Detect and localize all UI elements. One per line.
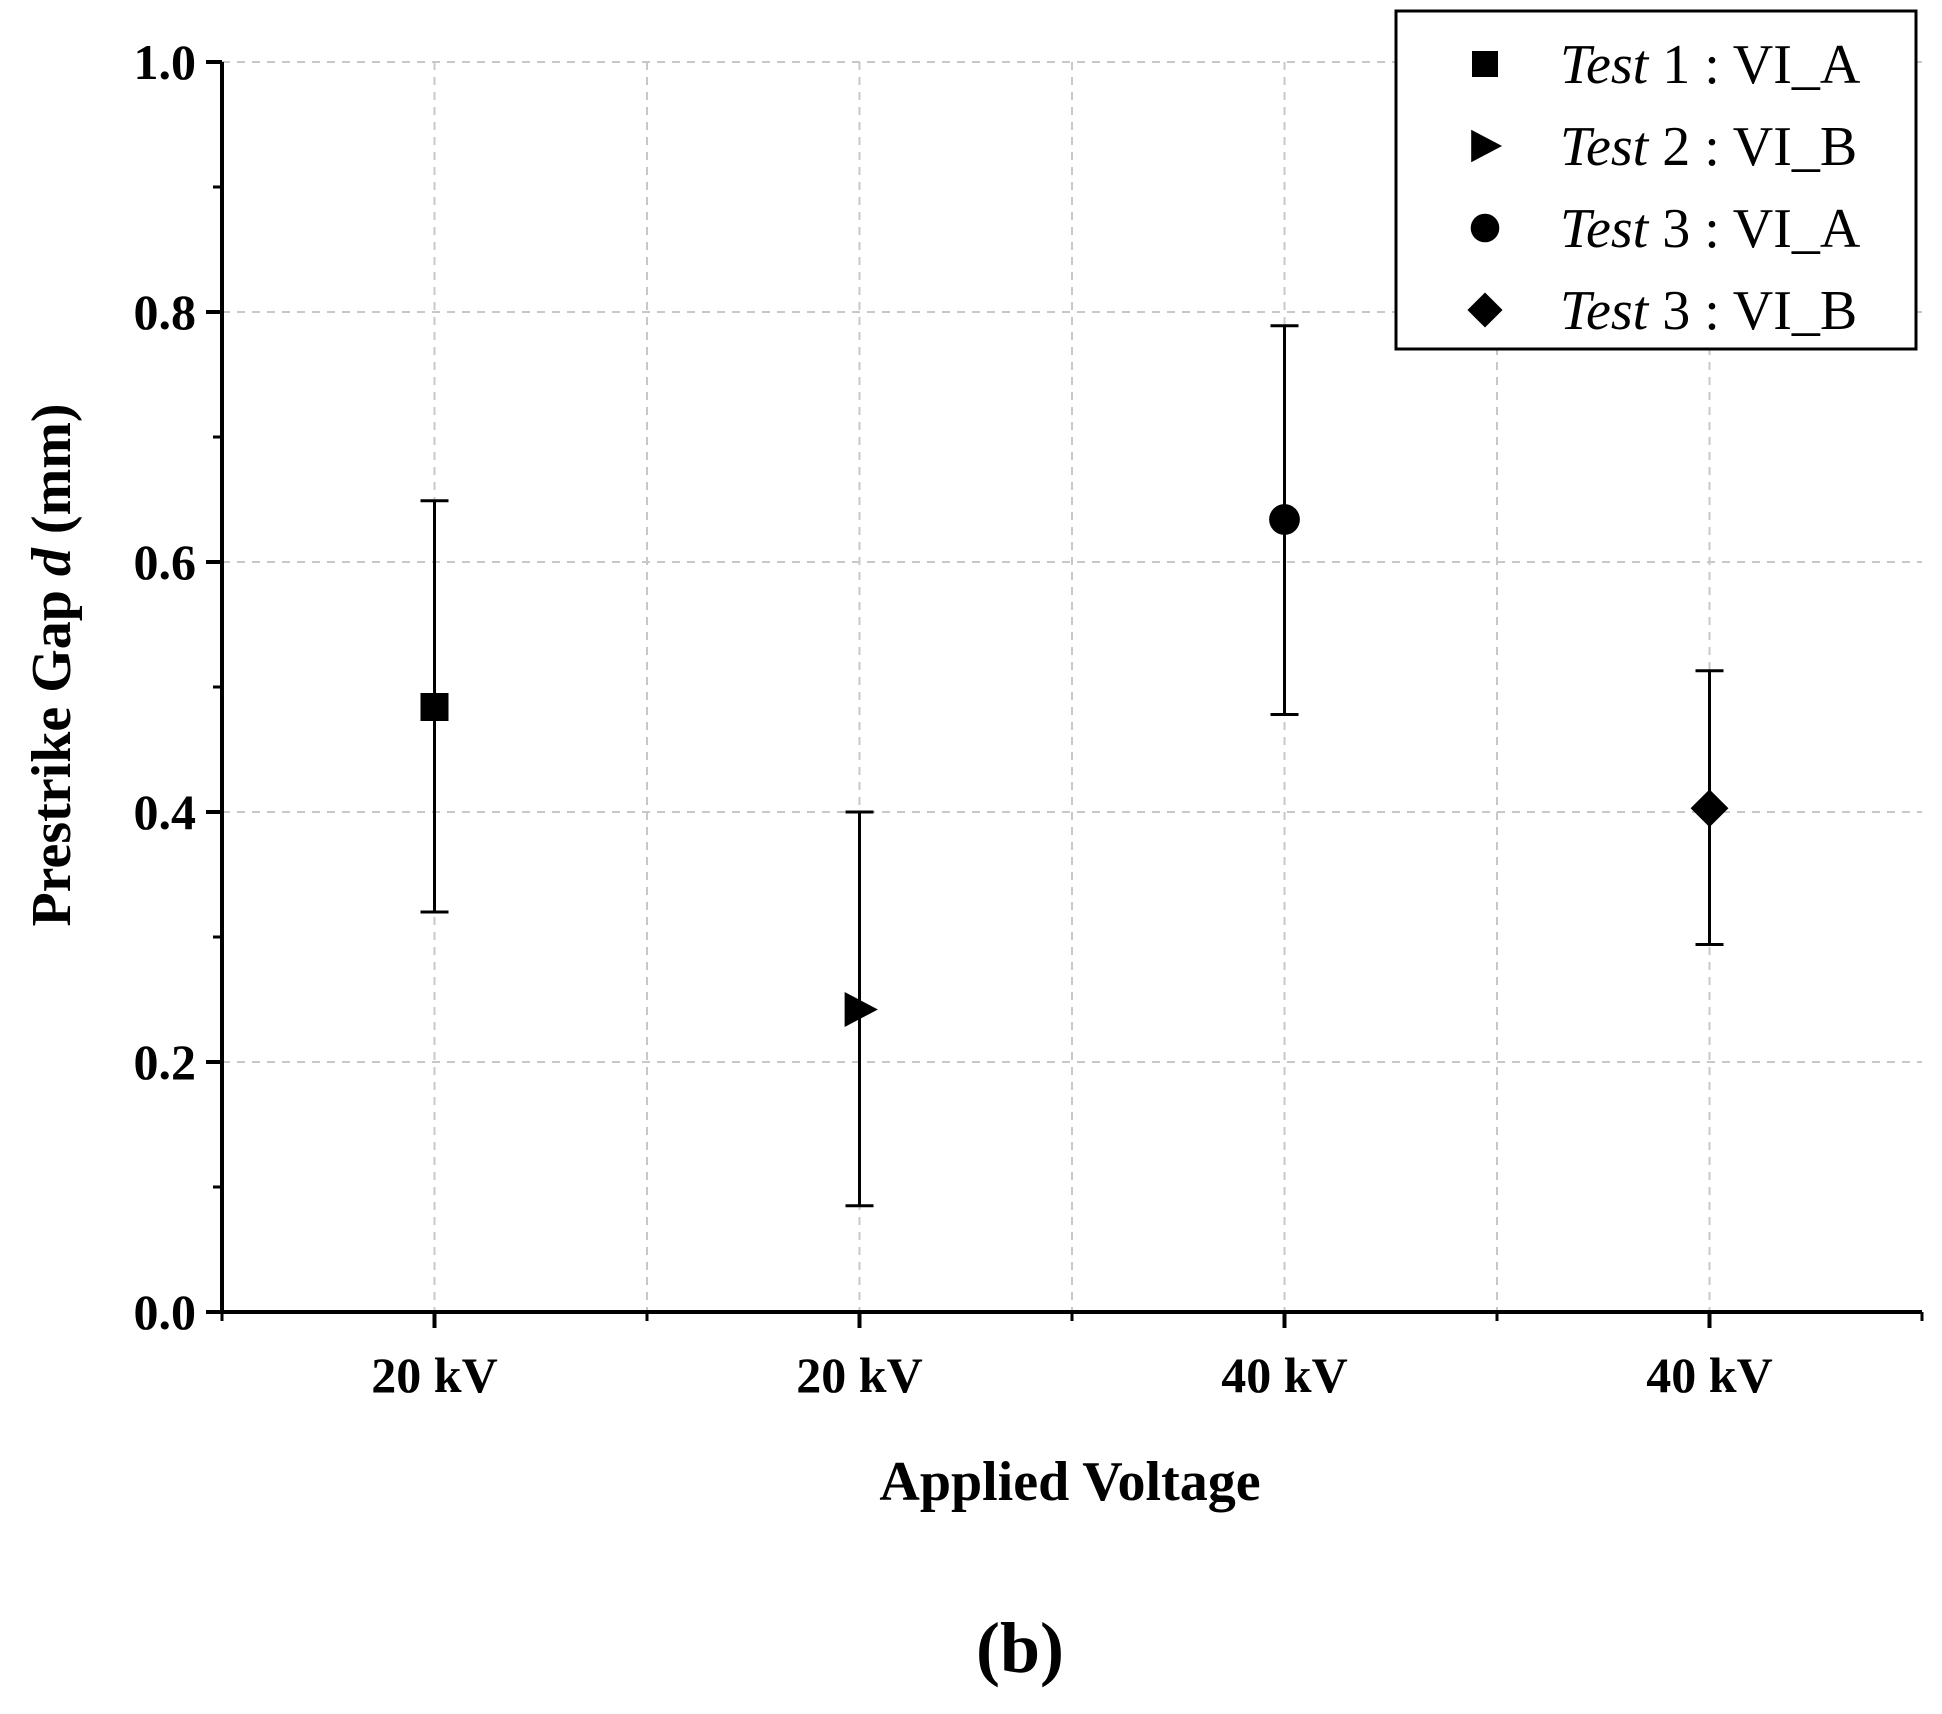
y-tick-label: 0.6 — [134, 534, 197, 590]
y-tick-label: 1.0 — [134, 34, 197, 90]
data-markers — [420, 504, 1729, 1027]
legend-marker-square — [1472, 51, 1498, 77]
legend-label-italic: Test — [1560, 34, 1650, 96]
x-tick-label: 40 kV — [1221, 1347, 1347, 1403]
y-tick-label: 0.8 — [134, 284, 197, 340]
y-tick-labels: 0.0 0.2 0.4 0.6 0.8 1.0 — [134, 34, 197, 1340]
legend-label-rest: 1 : VI_A — [1648, 34, 1861, 96]
x-tick-label: 20 kV — [796, 1347, 922, 1403]
y-axis-title: Prestrike Gap d (mm) — [21, 403, 83, 926]
legend-label-rest: 2 : VI_B — [1648, 116, 1857, 178]
panel-label: (b) — [976, 1608, 1064, 1688]
legend-label-italic: Test — [1560, 280, 1650, 342]
x-axis-title: Applied Voltage — [879, 1451, 1260, 1513]
y-tick-label: 0.0 — [134, 1284, 197, 1340]
data-point-square — [420, 693, 449, 721]
legend-marker-circle — [1470, 213, 1500, 243]
legend-label-italic: Test — [1560, 198, 1650, 260]
axes — [206, 60, 1924, 1328]
legend-label-italic: Test — [1560, 116, 1650, 178]
y-axis-title-variable: d — [21, 547, 83, 576]
legend-label: Test 3 : VI_A — [1560, 198, 1861, 260]
legend-label: Test 1 : VI_A — [1560, 34, 1861, 96]
legend-marker-diamond — [1467, 292, 1503, 328]
data-point-circle — [1269, 504, 1300, 535]
y-tick-label: 0.4 — [134, 784, 197, 840]
legend-label: Test 3 : VI_B — [1560, 280, 1857, 342]
x-tick-labels: 20 kV 20 kV 40 kV 40 kV — [371, 1347, 1772, 1403]
data-point-diamond — [1690, 789, 1729, 828]
x-tick-label: 20 kV — [371, 1347, 497, 1403]
y-axis-title-prefix: Prestrike Gap — [21, 576, 83, 926]
y-tick-label: 0.2 — [134, 1034, 197, 1090]
legend-label-rest: 3 : VI_B — [1648, 280, 1857, 342]
x-tick-label: 40 kV — [1646, 1347, 1772, 1403]
legend-marker-triangle-right — [1471, 129, 1503, 163]
y-axis-title-suffix: (mm) — [21, 403, 83, 548]
legend-label-rest: 3 : VI_A — [1648, 198, 1861, 260]
data-point-triangle-right — [844, 992, 878, 1027]
legend-label: Test 2 : VI_B — [1560, 116, 1857, 178]
